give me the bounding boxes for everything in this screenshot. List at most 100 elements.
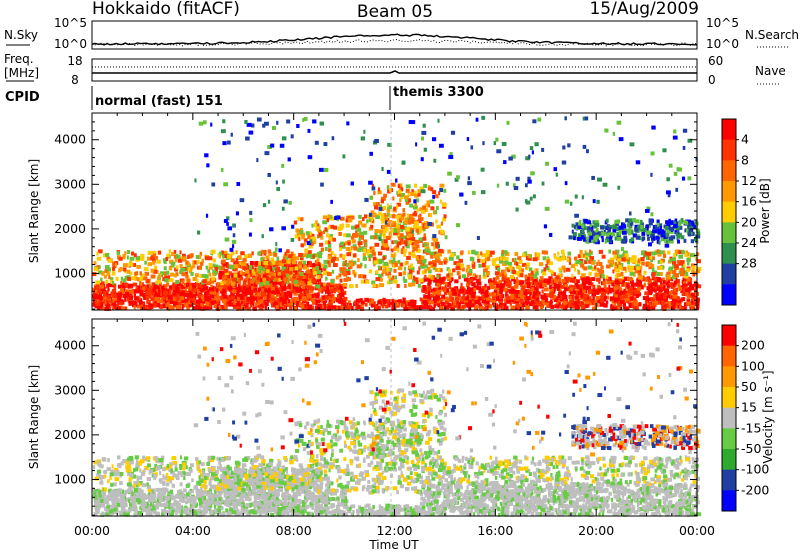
range-gate-cell: [183, 283, 186, 288]
range-gate-cell: [152, 269, 158, 274]
range-gate-cell: [591, 236, 596, 241]
range-gate-cell: [458, 275, 461, 280]
range-gate-cell: [589, 258, 592, 263]
range-gate-cell: [629, 211, 632, 216]
range-gate-cell: [619, 254, 625, 259]
range-gate-cell: [674, 218, 678, 223]
range-gate-cell: [538, 262, 544, 267]
range-gate-cell: [119, 266, 123, 271]
range-gate-cell: [303, 241, 306, 246]
range-gate-cell: [633, 301, 638, 306]
range-gate-cell: [179, 250, 182, 255]
range-gate-cell: [640, 222, 644, 227]
range-gate-cell: [318, 250, 323, 255]
range-gate-cell: [633, 265, 637, 270]
range-gate-cell: [688, 228, 693, 233]
range-gate-cell: [438, 191, 441, 196]
range-gate-cell: [635, 293, 639, 298]
range-gate-cell: [262, 280, 267, 285]
range-gate-cell: [307, 250, 312, 255]
range-gate-cell: [239, 270, 243, 275]
range-gate-cell: [430, 222, 435, 227]
range-gate-cell: [375, 215, 380, 220]
range-gate-cell: [493, 289, 498, 294]
range-gate-cell: [403, 278, 408, 283]
range-gate-cell: [121, 285, 126, 290]
range-gate-cell: [627, 260, 630, 265]
range-gate-cell: [324, 240, 329, 245]
range-gate-cell: [623, 294, 628, 299]
range-gate-cell: [666, 238, 672, 243]
range-gate-cell: [483, 272, 486, 277]
range-gate-cell: [375, 270, 379, 275]
range-gate-cell: [402, 297, 406, 302]
range-gate-cell: [490, 280, 494, 285]
range-gate-cell: [521, 290, 524, 295]
range-gate-cell: [548, 293, 553, 298]
range-gate-cell: [289, 267, 294, 272]
range-gate-cell: [434, 210, 438, 215]
range-gate-cell: [437, 244, 440, 249]
range-gate-cell: [371, 217, 374, 222]
range-gate-cell: [220, 129, 226, 134]
range-gate-cell: [616, 236, 622, 241]
range-gate-cell: [324, 247, 328, 252]
range-gate-cell: [384, 227, 389, 232]
range-gate-cell: [616, 294, 621, 299]
range-gate-cell: [500, 252, 505, 257]
range-gate-cell: [95, 284, 100, 289]
range-gate-cell: [668, 236, 674, 241]
range-gate-cell: [194, 273, 199, 278]
range-gate-cell: [690, 303, 694, 308]
range-gate-cell: [187, 254, 193, 259]
range-gate-cell: [179, 296, 185, 301]
range-gate-cell: [552, 287, 556, 292]
range-gate-cell: [295, 274, 301, 279]
range-gate-cell: [291, 303, 294, 308]
range-gate-cell: [587, 226, 592, 231]
range-gate-cell: [144, 271, 149, 276]
range-gate-cell: [439, 229, 445, 234]
range-gate-cell: [320, 289, 324, 294]
range-gate-cell: [511, 258, 515, 263]
range-gate-cell: [431, 137, 437, 142]
range-gate-cell: [229, 247, 234, 252]
range-gate-cell: [432, 266, 437, 271]
range-gate-cell: [292, 284, 296, 289]
range-gate-cell: [466, 295, 469, 300]
range-gate-cell: [259, 284, 263, 289]
range-gate-cell: [281, 163, 285, 168]
range-gate-cell: [507, 280, 512, 285]
range-gate-cell: [397, 192, 402, 197]
range-gate-cell: [263, 121, 269, 126]
range-gate-cell: [422, 123, 426, 128]
range-gate-cell: [573, 276, 577, 281]
range-gate-cell: [210, 249, 215, 254]
range-gate-cell: [350, 245, 353, 250]
range-gate-cell: [541, 250, 546, 255]
range-gate-cell: [327, 214, 331, 219]
range-gate-cell: [670, 282, 673, 287]
range-gate-cell: [289, 270, 293, 275]
range-gate-cell: [343, 296, 348, 301]
range-gate-cell: [673, 171, 678, 176]
range-gate-cell: [426, 298, 430, 303]
range-gate-cell: [630, 239, 635, 244]
range-gate-cell: [234, 295, 239, 300]
range-gate-cell: [307, 234, 311, 239]
range-gate-cell: [93, 267, 98, 272]
range-gate-cell: [195, 282, 198, 287]
range-gate-cell: [458, 271, 461, 276]
range-gate-cell: [608, 287, 614, 292]
range-gate-cell: [530, 291, 534, 296]
range-gate-cell: [430, 187, 434, 192]
range-gate-cell: [358, 274, 362, 279]
range-gate-cell: [645, 277, 648, 282]
range-gate-cell: [576, 304, 581, 309]
range-gate-cell: [258, 269, 262, 274]
range-gate-cell: [652, 236, 656, 241]
range-gate-cell: [573, 256, 578, 261]
range-gate-cell: [667, 222, 671, 227]
range-gate-cell: [484, 257, 489, 262]
